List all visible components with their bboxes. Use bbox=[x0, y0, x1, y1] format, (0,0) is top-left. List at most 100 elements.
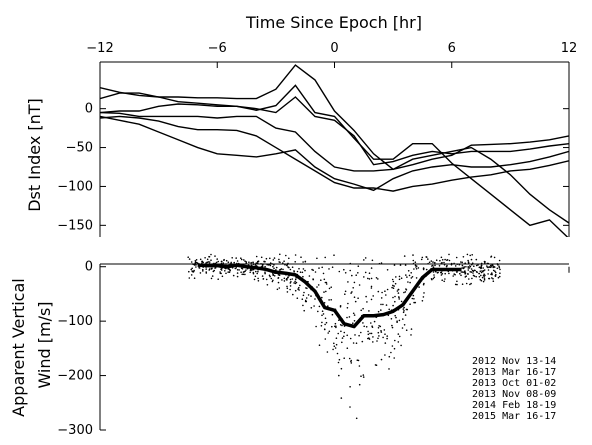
wind-scatter-point bbox=[340, 397, 343, 399]
wind-scatter-point bbox=[418, 286, 420, 288]
wind-scatter-point bbox=[382, 303, 384, 306]
wind-scatter-point bbox=[441, 279, 444, 282]
wind-scatter-point bbox=[407, 281, 409, 283]
wind-scatter-point bbox=[341, 324, 343, 327]
wind-scatter-point bbox=[339, 324, 342, 326]
wind-scatter-point bbox=[482, 267, 485, 269]
wind-scatter-point bbox=[367, 337, 369, 340]
wind-scatter-point bbox=[241, 268, 244, 270]
wind-scatter-point bbox=[325, 290, 327, 293]
wind-scatter-point bbox=[403, 324, 406, 326]
wind-scatter-point bbox=[488, 266, 491, 268]
wind-scatter-point bbox=[461, 261, 464, 264]
wind-scatter-point bbox=[255, 270, 257, 273]
wind-scatter-point bbox=[334, 325, 336, 328]
wind-scatter-point bbox=[492, 280, 495, 283]
wind-scatter-point bbox=[286, 285, 288, 288]
wind-scatter-point bbox=[487, 273, 489, 275]
wind-scatter-point bbox=[323, 302, 326, 304]
wind-scatter-point bbox=[492, 269, 495, 272]
wind-scatter-point bbox=[282, 262, 284, 264]
wind-scatter-point bbox=[370, 298, 373, 301]
wind-scatter-point bbox=[343, 335, 345, 338]
wind-scatter-point bbox=[328, 299, 330, 301]
wind-scatter-point bbox=[405, 329, 408, 332]
wind-scatter-point bbox=[356, 359, 359, 362]
wind-scatter-point bbox=[492, 278, 494, 280]
wind-scatter-point bbox=[395, 276, 397, 278]
wind-scatter-point bbox=[339, 305, 342, 307]
wind-scatter-point bbox=[428, 261, 431, 264]
wind-scatter-point bbox=[394, 282, 397, 285]
wind-scatter-point bbox=[256, 262, 259, 264]
wind-scatter-point bbox=[324, 323, 326, 326]
wind-scatter-point bbox=[444, 278, 446, 280]
wind-scatter-point bbox=[363, 325, 366, 328]
wind-scatter-point bbox=[492, 266, 495, 269]
wind-scatter-point bbox=[341, 337, 344, 339]
wind-scatter-point bbox=[257, 270, 259, 273]
wind-scatter-point bbox=[497, 276, 500, 279]
wind-scatter-point bbox=[409, 281, 411, 284]
wind-scatter-point bbox=[461, 267, 464, 269]
wind-scatter-point bbox=[358, 284, 361, 286]
wind-scatter-point bbox=[251, 269, 254, 271]
wind-scatter-point bbox=[464, 262, 467, 265]
wind-scatter-point bbox=[287, 276, 289, 279]
wind-scatter-point bbox=[498, 275, 501, 278]
wind-scatter-point bbox=[411, 297, 414, 300]
wind-scatter-point bbox=[465, 266, 467, 268]
wind-scatter-point bbox=[467, 266, 470, 268]
wind-scatter-point bbox=[404, 264, 407, 266]
wind-scatter-point bbox=[315, 325, 317, 328]
wind-scatter-point bbox=[475, 258, 478, 261]
wind-scatter-point bbox=[314, 298, 316, 300]
wind-scatter-point bbox=[256, 260, 259, 263]
y-tick-label: −150 bbox=[57, 218, 93, 233]
wind-scatter-point bbox=[355, 342, 358, 345]
wind-scatter-point bbox=[199, 258, 202, 261]
wind-scatter-point bbox=[468, 267, 471, 269]
wind-scatter-point bbox=[240, 257, 242, 260]
wind-scatter-point bbox=[355, 274, 358, 277]
wind-scatter-point bbox=[484, 274, 486, 277]
wind-scatter-point bbox=[380, 297, 383, 299]
wind-scatter-point bbox=[201, 262, 203, 264]
wind-scatter-point bbox=[370, 322, 372, 324]
wind-scatter-point bbox=[393, 285, 395, 287]
wind-scatter-point bbox=[321, 310, 324, 313]
wind-scatter-point bbox=[401, 327, 404, 329]
wind-scatter-point bbox=[436, 272, 439, 274]
wind-scatter-point bbox=[452, 275, 455, 277]
wind-scatter-point bbox=[288, 257, 290, 260]
wind-scatter-point bbox=[362, 322, 364, 324]
wind-scatter-point bbox=[321, 321, 323, 324]
wind-scatter-point bbox=[393, 357, 396, 359]
wind-scatter-point bbox=[421, 256, 424, 259]
wind-scatter-point bbox=[498, 259, 501, 262]
wind-scatter-point bbox=[380, 330, 382, 332]
wind-scatter-point bbox=[336, 352, 339, 355]
wind-scatter-point bbox=[343, 331, 346, 334]
wind-scatter-point bbox=[360, 309, 363, 312]
wind-scatter-point bbox=[283, 260, 285, 263]
wind-scatter-point bbox=[470, 271, 473, 273]
wind-scatter-point bbox=[346, 347, 349, 350]
legend: 2012 Nov 13-14 2013 Mar 16-17 2013 Oct 0… bbox=[472, 356, 556, 422]
wind-scatter-point bbox=[300, 256, 302, 259]
wind-scatter-point bbox=[370, 332, 373, 335]
wind-scatter-point bbox=[244, 273, 246, 276]
wind-scatter-point bbox=[190, 268, 192, 271]
wind-scatter-point bbox=[427, 258, 429, 260]
wind-scatter-point bbox=[318, 344, 321, 347]
wind-scatter-point bbox=[272, 279, 274, 282]
wind-scatter-point bbox=[206, 258, 209, 261]
wind-scatter-point bbox=[412, 262, 415, 265]
wind-scatter-point bbox=[216, 258, 218, 260]
wind-scatter-point bbox=[208, 261, 211, 263]
wind-scatter-point bbox=[343, 357, 346, 360]
wind-scatter-point bbox=[380, 331, 383, 333]
wind-scatter-point bbox=[242, 273, 245, 276]
wind-scatter-point bbox=[388, 355, 391, 358]
wind-scatter-point bbox=[349, 269, 352, 272]
